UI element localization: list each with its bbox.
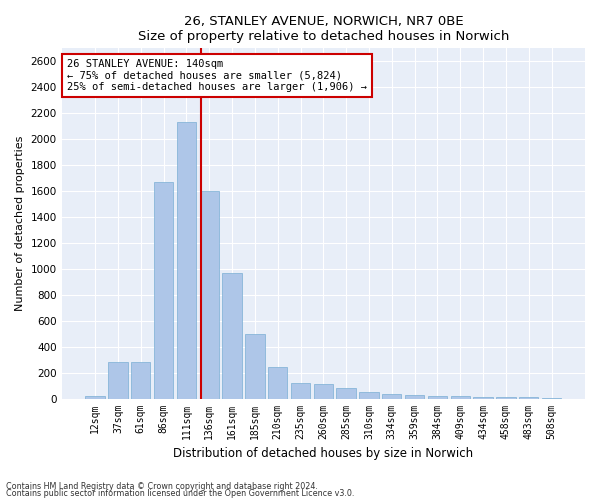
Bar: [451, 396, 470, 398]
Bar: [245, 334, 265, 398]
Bar: [314, 384, 333, 398]
Bar: [85, 396, 105, 398]
Bar: [108, 362, 128, 399]
Text: Contains public sector information licensed under the Open Government Licence v3: Contains public sector information licen…: [6, 489, 355, 498]
Bar: [223, 272, 242, 398]
Bar: [405, 395, 424, 398]
Y-axis label: Number of detached properties: Number of detached properties: [15, 136, 25, 311]
Bar: [154, 182, 173, 398]
Bar: [359, 392, 379, 398]
Bar: [268, 368, 287, 398]
Text: Contains HM Land Registry data © Crown copyright and database right 2024.: Contains HM Land Registry data © Crown c…: [6, 482, 318, 491]
Bar: [177, 122, 196, 398]
Bar: [131, 362, 151, 399]
Bar: [428, 396, 447, 398]
X-axis label: Distribution of detached houses by size in Norwich: Distribution of detached houses by size …: [173, 447, 473, 460]
Title: 26, STANLEY AVENUE, NORWICH, NR7 0BE
Size of property relative to detached house: 26, STANLEY AVENUE, NORWICH, NR7 0BE Siz…: [137, 15, 509, 43]
Bar: [291, 383, 310, 398]
Bar: [519, 397, 538, 398]
Bar: [473, 397, 493, 398]
Bar: [382, 394, 401, 398]
Bar: [200, 191, 219, 398]
Bar: [337, 388, 356, 398]
Text: 26 STANLEY AVENUE: 140sqm
← 75% of detached houses are smaller (5,824)
25% of se: 26 STANLEY AVENUE: 140sqm ← 75% of detac…: [67, 59, 367, 92]
